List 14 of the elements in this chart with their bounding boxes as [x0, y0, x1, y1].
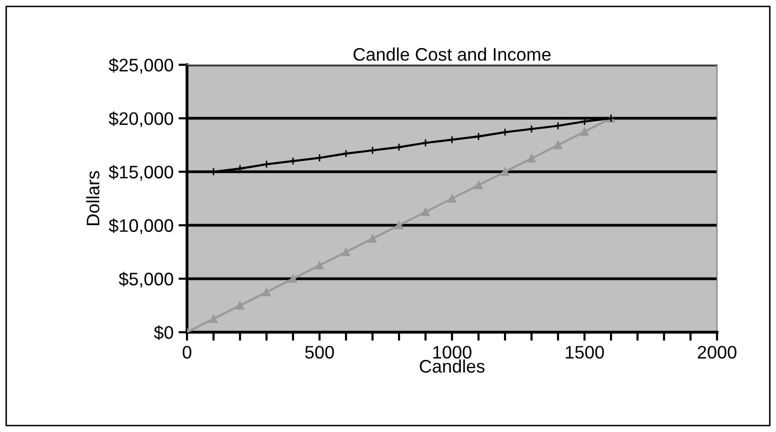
y-tick-label: $15,000	[108, 164, 174, 181]
x-tick-label: 0	[182, 346, 192, 359]
y-tick-label: $0	[154, 325, 174, 340]
chart-title: Candle Cost and Income	[354, 48, 551, 61]
x-tick-label: 1000	[433, 346, 472, 359]
y-axis-title: Dollars	[86, 171, 100, 226]
y-tick-label: $25,000	[108, 58, 174, 74]
y-tick-label: $10,000	[108, 218, 174, 234]
x-tick-label: 2000	[698, 346, 736, 359]
x-tick-label: 500	[305, 346, 334, 359]
x-axis-title: Candles	[420, 359, 484, 373]
y-tick-label: $20,000	[108, 111, 174, 128]
x-tick-label: 1500	[566, 346, 604, 359]
y-tick-label: $5,000	[118, 272, 174, 288]
